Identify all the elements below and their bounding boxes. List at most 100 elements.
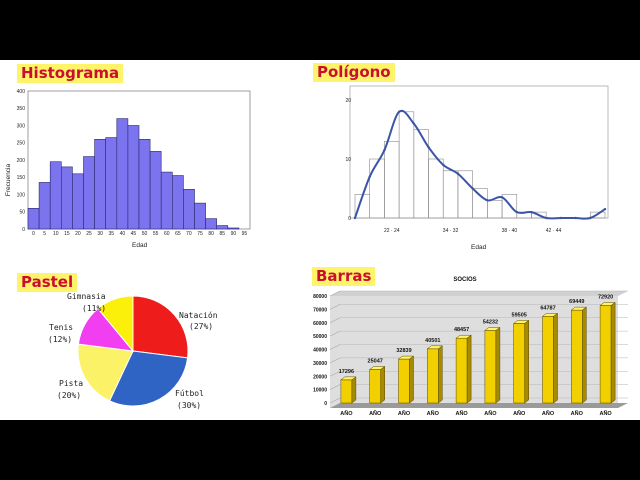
bar-value-label: 17296 [339,369,354,375]
bar-value-label: 64787 [540,305,555,311]
bar-side [610,301,616,404]
bar-category-label: AÑO [340,410,353,417]
histogram-xtick: 20 [75,231,81,237]
histogram-xtick: 35 [108,231,114,237]
bar-side [466,334,472,404]
histogram-xtick: 15 [64,231,70,237]
bar-ytick: 60000 [313,321,327,327]
bar-category-label: AÑO [369,410,382,417]
histogram-ytick: 250 [17,141,26,147]
polygon-point [456,172,460,175]
bar-ytick: 50000 [313,334,327,340]
pie-pct-gimnasia: (11%) [82,304,106,313]
bar-gridline [329,384,341,390]
polygon-point [353,216,357,220]
bar-category-label: AÑO [571,410,584,417]
polygon-point [559,216,563,220]
pie-pct-futbol: (30%) [177,401,201,410]
polygon-point [397,110,401,113]
bar-gridline [329,397,341,404]
bar-ytick: 70000 [313,307,327,313]
histogram-bar [227,227,240,230]
bar-front [340,379,353,404]
polygon-point [471,187,474,190]
histogram-xtick: 50 [142,231,148,237]
histogram-xtick: 25 [86,231,92,237]
bar-value-label: 59505 [512,312,527,318]
polygon-ytick: 10 [345,157,351,163]
bar-gridline [329,371,341,377]
pie-label-natacion: Natación [179,310,218,320]
polygon-point [574,216,577,220]
pie-chart: Gimnasia (11%) Natación (27%) Tenis (12%… [48,292,218,410]
histogram-xtick: 55 [153,231,159,237]
bar-gridline [329,330,341,337]
histogram-ytick: 150 [17,175,26,181]
histogram-ytick: 0 [22,227,25,233]
pie-label-pista: Pista [59,379,83,388]
bar-front [398,358,410,404]
histogram-xtick: 85 [219,231,225,237]
bar-side [409,355,414,404]
bar-value-label: 48457 [454,327,469,333]
bar-ytick: 40000 [313,348,327,354]
bar-front [571,309,583,404]
bar-category-label: AÑO [455,410,468,417]
bar-gridline [329,317,341,323]
bar-ytick: 80000 [313,294,327,300]
bar-ytick: 20000 [313,374,327,380]
bar-gridline [329,357,341,364]
bar-side [524,319,529,404]
polygon-ytick: 0 [348,216,351,222]
bars-title: Barras [312,267,376,286]
bar-side [495,326,501,404]
histogram-xlabel: Edad [132,242,148,249]
bar-value-label: 72920 [598,294,613,300]
bar-category-label: AÑO [484,410,497,417]
pie-label-gimnasia: Gimnasia [67,292,106,301]
polygon-title: Polígono [313,63,395,82]
bar-front [484,330,497,404]
polygon-line [354,109,606,220]
pie-pct-natacion: (27%) [189,322,213,331]
pie-slice [108,350,189,407]
histogram-xtick: 5 [43,231,46,237]
histogram-bar [216,225,229,230]
polygon-bar [501,194,518,219]
bar-front [369,369,381,404]
bar-gridline [329,290,341,297]
polygon-ytick: 20 [345,98,351,104]
histogram-ytick: 350 [17,106,26,112]
histogram-xtick: 80 [208,231,214,237]
bar-side [553,312,558,404]
polygon-bar [589,211,606,219]
histogram-xtick: 40 [120,231,126,237]
bar-category-label: AÑO [513,410,526,417]
polygon-point [500,196,504,199]
histogram-xtick: 95 [242,231,248,237]
socios-chart-title: SOCIOS [453,277,476,283]
bar-gridline [329,304,341,310]
histogram-ytick: 400 [17,89,26,95]
bar-ytick: 0 [324,401,327,407]
polygon-xtick: 42 · 44 [546,228,562,234]
bar-value-label: 54232 [483,319,498,325]
polygon-bar [531,211,547,219]
pie-label-futbol: Fútbol [175,389,204,398]
pie-slice [97,295,134,353]
socios-bar-chart: SOCIOS 0 10000 20000 30000 40000 50000 60000 70… [313,277,628,417]
histogram-xtick: 60 [164,231,170,237]
pie-title: Pastel [17,273,78,292]
bar-side [582,306,587,404]
polygon-xtick: 38 · 40 [502,228,518,234]
pie-slice [77,343,134,402]
bar-side [351,376,357,404]
bar-value-label: 25047 [368,358,383,364]
histogram-chart: 0 50 100 150 200 250 300 350 400 0 5 10 15 20 25 30 35 4… [5,89,251,249]
bar-value-label: 40501 [425,338,440,344]
histogram-ytick: 300 [17,123,26,129]
pie-label-tenis: Tenis [49,323,73,332]
polygon-point [442,163,445,167]
histogram-title: Histograma [17,64,124,83]
histogram-xtick: 10 [53,231,59,237]
